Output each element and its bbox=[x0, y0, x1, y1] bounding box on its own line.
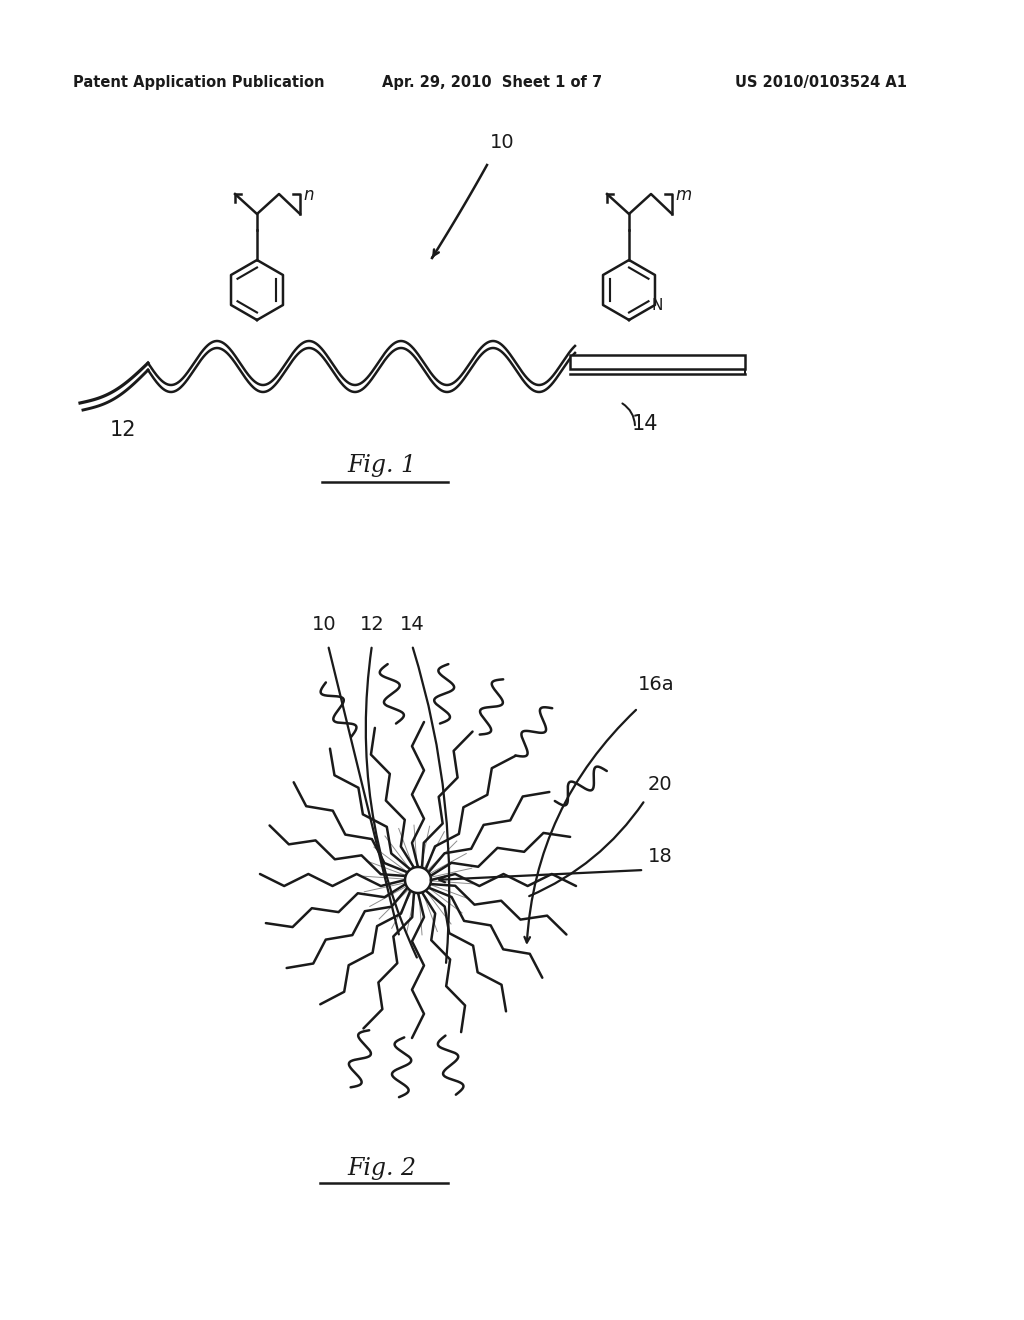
Text: Apr. 29, 2010  Sheet 1 of 7: Apr. 29, 2010 Sheet 1 of 7 bbox=[382, 74, 602, 90]
Text: US 2010/0103524 A1: US 2010/0103524 A1 bbox=[735, 74, 907, 90]
Text: 14: 14 bbox=[632, 414, 658, 434]
Polygon shape bbox=[406, 867, 431, 894]
Text: 10: 10 bbox=[490, 133, 515, 152]
Text: 20: 20 bbox=[648, 775, 673, 795]
Text: 10: 10 bbox=[312, 615, 337, 634]
Text: n: n bbox=[303, 186, 313, 205]
Text: Fig. 2: Fig. 2 bbox=[347, 1158, 417, 1180]
Text: Fig. 1: Fig. 1 bbox=[347, 454, 417, 477]
Text: 14: 14 bbox=[400, 615, 425, 634]
Bar bbox=[570, 355, 745, 370]
Text: m: m bbox=[675, 186, 691, 205]
Text: N: N bbox=[651, 297, 663, 313]
Text: Patent Application Publication: Patent Application Publication bbox=[73, 74, 325, 90]
Text: 16a: 16a bbox=[638, 675, 675, 694]
Text: 12: 12 bbox=[110, 420, 136, 440]
Text: 18: 18 bbox=[648, 847, 673, 866]
Text: 12: 12 bbox=[360, 615, 385, 634]
